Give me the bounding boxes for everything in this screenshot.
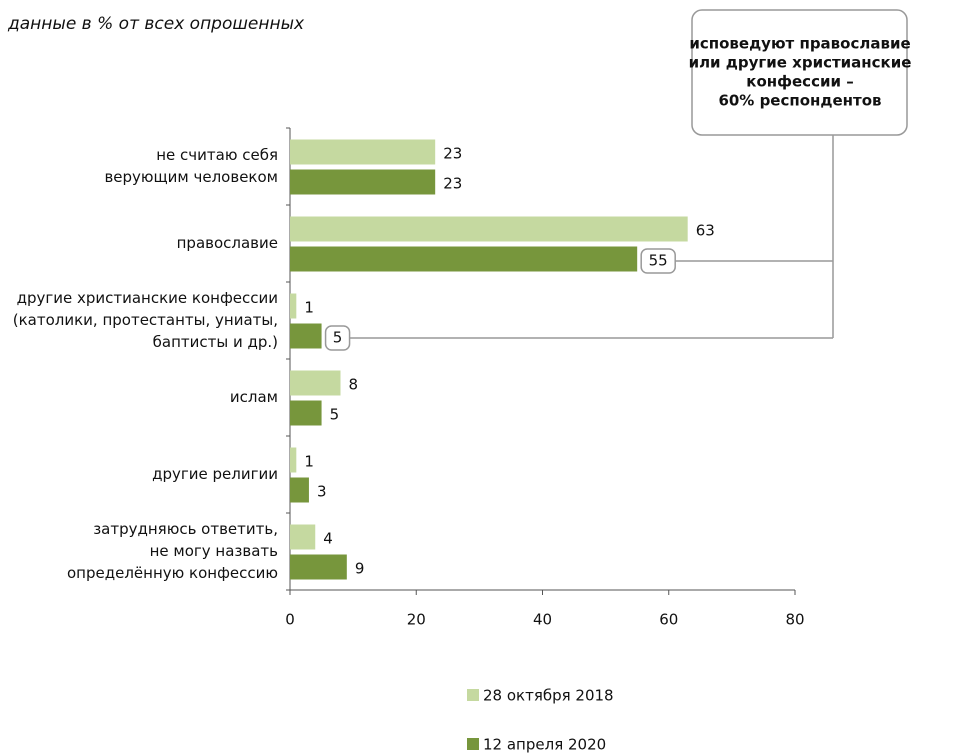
annotation-text: исповедуют православие (689, 35, 910, 53)
value-label: 3 (317, 483, 327, 501)
value-label: 63 (696, 222, 715, 240)
bar (290, 447, 297, 473)
bar (290, 400, 322, 426)
bar (290, 293, 297, 319)
x-tick-label: 0 (285, 611, 295, 629)
annotation-box (691, 9, 908, 136)
annotation-text: конфессии – (746, 73, 853, 91)
bar (290, 554, 347, 580)
category-label: затрудняюсь ответить, (93, 520, 278, 538)
annotation-text: 60% респондентов (718, 92, 881, 110)
value-label: 8 (349, 376, 359, 394)
legend-swatch (467, 738, 479, 750)
legend-label: 28 октября 2018 (483, 687, 614, 705)
category-label: другие религии (152, 465, 278, 483)
value-label: 4 (323, 530, 333, 548)
value-label: 1 (304, 299, 314, 317)
x-tick-label: 80 (785, 611, 804, 629)
x-tick-label: 60 (659, 611, 678, 629)
bar (290, 370, 341, 396)
value-label: 1 (304, 453, 314, 471)
subtitle: данные в % от всех опрошенных (7, 14, 305, 34)
value-box (324, 325, 351, 351)
category-label: другие христианские конфессии (17, 289, 278, 307)
legend-swatch (467, 689, 479, 701)
value-label: 5 (333, 329, 343, 347)
value-box (640, 248, 676, 274)
category-label: баптисты и др.) (153, 333, 278, 351)
category-label: православие (177, 234, 278, 252)
bar (290, 216, 688, 242)
bar (290, 524, 316, 550)
bar (290, 323, 322, 349)
value-label: 9 (355, 560, 365, 578)
x-tick-label: 40 (533, 611, 552, 629)
bar (290, 246, 638, 272)
category-label: определённую конфессию (67, 564, 278, 582)
value-label: 23 (443, 145, 462, 163)
value-label: 55 (649, 252, 668, 270)
bar (290, 477, 309, 503)
category-label: ислам (230, 388, 278, 406)
x-tick-label: 20 (407, 611, 426, 629)
bar (290, 139, 436, 165)
bar (290, 169, 436, 195)
category-label: не считаю себя (156, 146, 278, 164)
category-label: (католики, протестанты, униаты, (13, 311, 278, 329)
category-label: не могу назвать (150, 542, 278, 560)
value-label: 23 (443, 175, 462, 193)
value-label: 5 (330, 406, 340, 424)
legend-label: 12 апреля 2020 (483, 736, 606, 754)
category-label: верующим человеком (104, 168, 278, 186)
annotation-text: или другие христианские (689, 54, 912, 72)
